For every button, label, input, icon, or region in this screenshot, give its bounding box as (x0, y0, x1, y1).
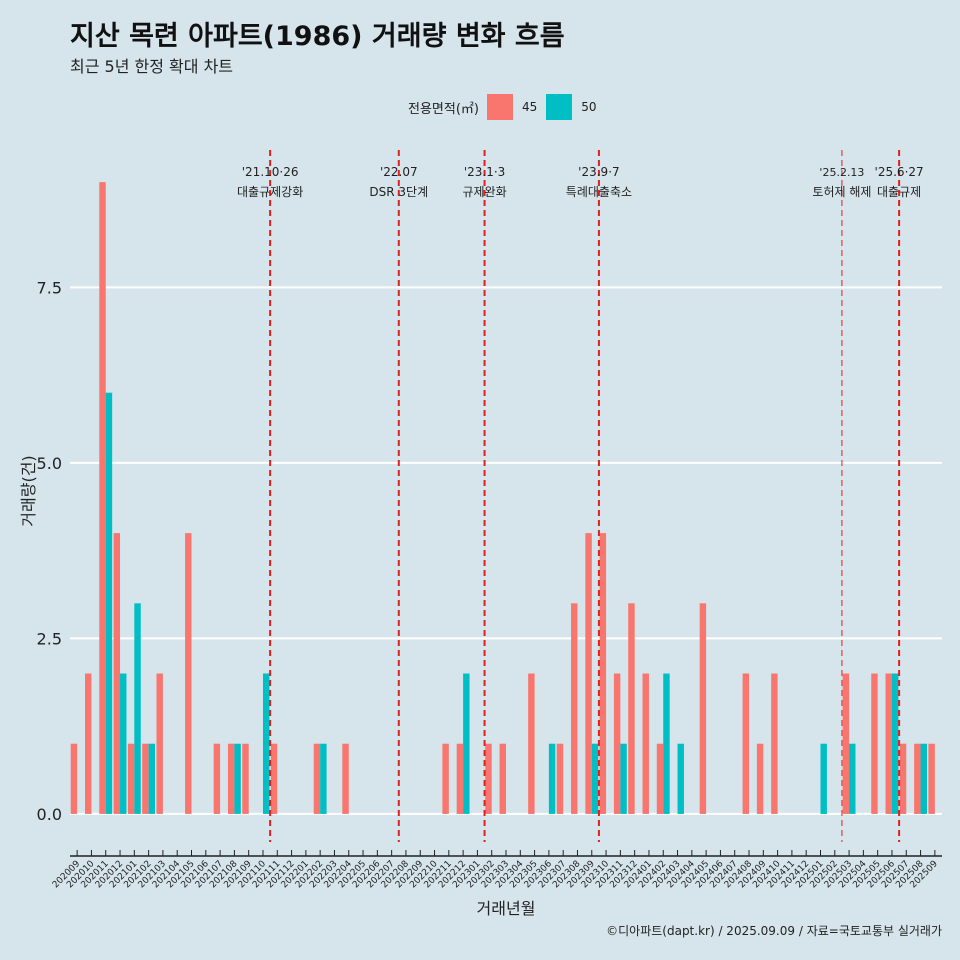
y-tick-label-0: 0.0 (37, 805, 62, 824)
bar-45-202309 (585, 533, 592, 814)
bar-45-202308 (571, 603, 578, 814)
bar-45-202305 (528, 673, 535, 814)
bar-45-202503 (842, 673, 850, 814)
bar-45-202302 (485, 743, 492, 814)
event-date-5: '25.6·27 (875, 165, 924, 179)
event-date-3: '23.9·7 (578, 165, 619, 179)
bar-45-202107 (213, 743, 221, 814)
bar-45-202109 (242, 743, 249, 814)
bar-45-202505 (871, 673, 878, 814)
bar-50-202011 (105, 392, 113, 814)
bar-45-202508 (914, 743, 921, 814)
event-date-4: '25.2.13 (819, 166, 864, 179)
bar-45-202012 (113, 533, 121, 814)
event-desc-4: 토허제 해제 (812, 185, 871, 199)
bar-45-202307 (556, 743, 564, 814)
y-axis-title: 거래량(건) (19, 455, 38, 526)
bar-45-202402 (656, 743, 664, 814)
bar-50-202202 (320, 743, 327, 814)
legend-label-50: 50 (581, 100, 597, 114)
bar-50-202503 (849, 743, 856, 814)
bar-45-202101 (127, 743, 135, 814)
bar-45-202108 (227, 743, 235, 814)
y-tick-label-1: 2.5 (37, 629, 62, 648)
bar-50-202110 (262, 673, 270, 814)
legend-label-45: 45 (521, 100, 538, 114)
legend-swatch-45 (486, 94, 513, 120)
legend-swatch-50 (546, 94, 573, 120)
bar-45-202212 (456, 743, 464, 814)
bar-45-202506 (885, 673, 892, 814)
chart-title: 지산 목련 아파트(1986) 거래량 변화 흐름 (70, 21, 565, 52)
bar-45-202303 (499, 743, 506, 814)
bar-50-202403 (677, 743, 684, 814)
y-tick-label-3: 7.5 (37, 278, 62, 297)
event-date-0: '21.10·26 (242, 165, 299, 179)
bar-50-202501 (820, 743, 827, 814)
legend: 전용면적(㎡) 45 50 (408, 93, 606, 121)
event-desc-5: 대출규제 (877, 185, 921, 199)
bar-50-202311 (620, 743, 627, 814)
chart-subtitle: 최근 5년 한정 확대 차트 (70, 57, 234, 76)
bar-45-202408 (742, 673, 750, 814)
bar-45-202405 (699, 603, 707, 814)
legend-title: 전용면적(㎡) (408, 101, 479, 117)
bar-50-202508 (920, 743, 927, 814)
bar-50-202506 (891, 673, 899, 814)
bar-50-202306 (548, 743, 556, 814)
bar-45-202202 (313, 743, 321, 814)
event-desc-0: 대출규제강화 (237, 185, 303, 199)
event-desc-1: DSR 3단계 (369, 185, 428, 199)
bar-45-202507 (899, 743, 907, 814)
bar-50-202012 (120, 673, 127, 814)
bar-45-202011 (99, 182, 106, 814)
bar-50-202212 (463, 673, 470, 814)
bar-45-202111 (270, 743, 278, 814)
bar-45-202204 (342, 743, 349, 814)
bar-50-202108 (234, 743, 241, 814)
bar-50-202102 (148, 743, 156, 814)
bar-45-202211 (442, 743, 449, 814)
bar-45-202009 (70, 743, 78, 814)
event-desc-3: 특례대출축소 (566, 185, 632, 199)
bar-45-202311 (613, 673, 621, 814)
bar-45-202102 (142, 743, 149, 814)
bar-45-202312 (628, 603, 635, 814)
y-tick-label-2: 5.0 (37, 454, 62, 473)
bar-45-202410 (771, 673, 778, 814)
source-caption: ©디아파트(dapt.kr) / 2025.09.09 / 자료=국토교통부 실… (606, 924, 942, 938)
event-date-1: '22.07 (380, 165, 418, 179)
bar-45-202401 (642, 673, 649, 814)
bar-45-202010 (85, 673, 92, 814)
bar-50-202101 (134, 603, 141, 814)
bar-45-202310 (599, 533, 607, 814)
bar-45-202105 (185, 533, 192, 814)
bar-50-202309 (591, 743, 599, 814)
bar-45-202409 (756, 743, 764, 814)
bar-45-202103 (156, 673, 163, 814)
bar-50-202402 (663, 673, 670, 814)
x-axis-title: 거래년월 (477, 899, 536, 918)
event-date-2: '23.1·3 (464, 165, 505, 179)
bar-45-202509 (928, 743, 935, 814)
event-desc-2: 규제완화 (462, 185, 506, 199)
